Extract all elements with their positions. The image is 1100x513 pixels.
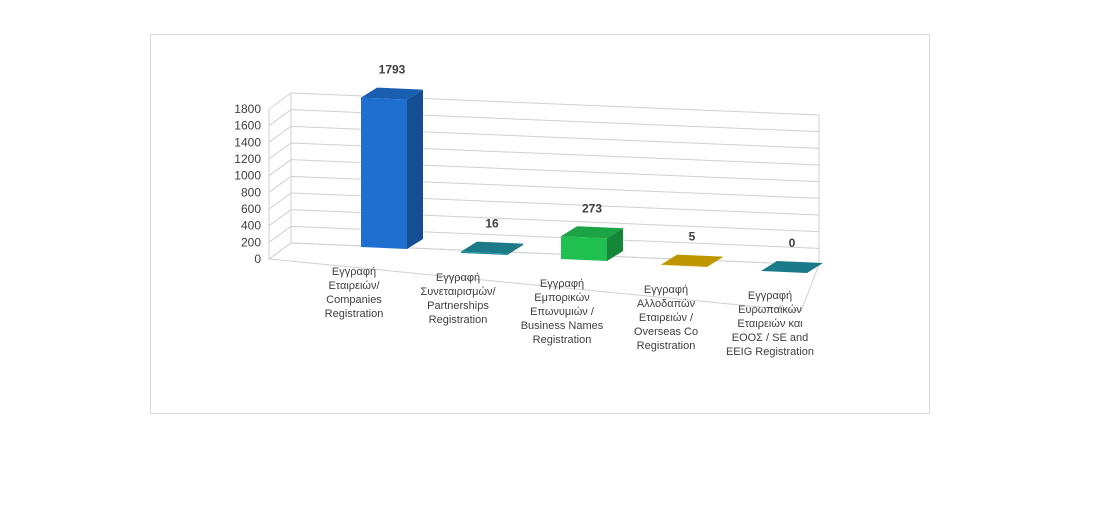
bar-front-face <box>361 97 407 249</box>
y-tick-label: 1400 <box>234 135 261 149</box>
category-label: Εγγραφή Εταιρειών/ Companies Registratio… <box>324 266 384 320</box>
side-gridline <box>268 209 292 227</box>
y-tick-label: 600 <box>241 202 261 216</box>
y-tick-label: 400 <box>241 219 261 233</box>
y-axis: 0 200 400 600 800 1000 1200 1400 1600 1800 <box>234 102 261 266</box>
y-tick-label: 200 <box>241 235 261 249</box>
bar-front-face <box>461 251 507 255</box>
bar-side-face <box>607 228 623 261</box>
y-tick-label: 1200 <box>234 152 261 166</box>
bar <box>361 87 423 249</box>
data-label: 5 <box>689 230 696 244</box>
bar-side-face <box>407 89 423 249</box>
chart-area: 0 200 400 600 800 1000 1200 1400 1600 1800 1793 16… <box>150 34 930 414</box>
bar-front-face <box>561 236 607 261</box>
bar-front-face <box>661 264 707 267</box>
chart-svg: 0 200 400 600 800 1000 1200 1400 1600 1800 1793 16… <box>234 63 823 312</box>
bar-side-face <box>507 243 523 255</box>
bar <box>761 261 823 273</box>
bar <box>661 254 723 267</box>
category-label: Εγγραφή Αλλοδαπών Εταιρειών / Overseas C… <box>633 284 699 352</box>
category-label: Εγγραφή Εμπορικών Επωνυμιών / Business N… <box>520 278 604 346</box>
side-gridline <box>268 109 292 127</box>
side-gridline <box>268 159 292 177</box>
side-gridline <box>268 192 292 210</box>
side-gridline <box>268 175 292 193</box>
y-tick-label: 1800 <box>234 102 261 116</box>
bars <box>361 87 823 273</box>
data-labels: 1793 16 273 5 0 <box>379 63 796 250</box>
side-gridline <box>268 142 292 160</box>
category-label: Εγγραφή Ευρωπαϊκών Εταιρειών και ΕΟΟΣ / … <box>725 290 815 358</box>
bar <box>461 241 523 255</box>
data-label: 1793 <box>379 63 406 77</box>
bar-top-face <box>461 241 523 254</box>
y-tick-label: 1000 <box>234 169 261 183</box>
bar-top-face <box>561 226 623 239</box>
side-gridline <box>268 92 292 110</box>
side-gridline <box>268 125 292 143</box>
data-label: 16 <box>485 217 499 231</box>
y-tick-label: 800 <box>241 185 261 199</box>
data-label: 273 <box>582 201 602 215</box>
bar-top-face <box>761 261 823 273</box>
bar <box>561 226 623 261</box>
side-gridline <box>268 225 292 243</box>
bar-side-face <box>707 256 723 267</box>
category-label: Εγγραφή Συνεταιρισμών/ Partnerships Regi… <box>420 272 496 326</box>
data-label: 0 <box>789 236 796 250</box>
bar-top-face <box>361 87 423 100</box>
y-tick-label: 1600 <box>234 119 261 133</box>
y-tick-label: 0 <box>254 252 261 266</box>
bar-top-face <box>661 254 723 267</box>
